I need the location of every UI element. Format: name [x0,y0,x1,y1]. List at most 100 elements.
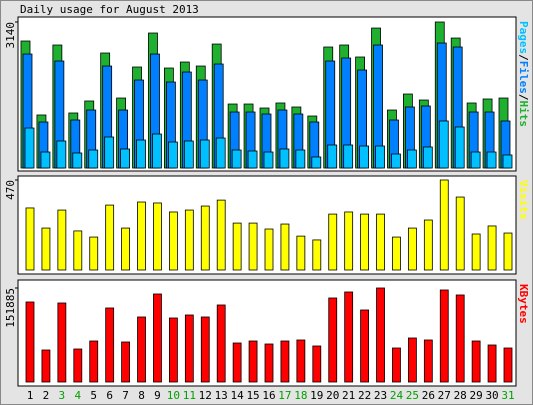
bar [73,348,83,383]
y-tick-label: 3140 [4,22,17,49]
legend-entry: Hits [517,101,530,128]
bar [216,199,226,271]
bar [183,140,194,169]
bar [376,213,385,271]
bar [328,213,338,271]
x-tick-label: 22 [358,389,371,402]
bar [72,152,83,169]
bar [375,145,385,169]
x-tick-label: 10 [167,389,180,402]
x-tick-label: 8 [138,389,145,402]
bar [232,342,242,383]
bar [487,344,497,383]
legend-entry: Visits [517,180,530,220]
bar [57,302,67,383]
bar [392,236,401,271]
bar [438,120,449,169]
x-tick-label: 12 [199,389,212,402]
bar [455,294,465,383]
panel [17,279,517,387]
bar [439,289,449,383]
x-tick-label: 3 [59,389,66,402]
bar [57,209,67,271]
bar [184,314,194,383]
x-tick-label: 29 [470,389,483,402]
bar [167,141,178,169]
x-tick-label: 1 [27,389,34,402]
bar [152,133,162,169]
x-tick-label: 13 [215,389,228,402]
bar [422,146,433,169]
bar [312,345,322,383]
legend-entry: Pages [517,21,530,54]
x-tick-label: 28 [454,389,467,402]
bar [184,209,194,271]
bar [296,339,306,383]
legend-entry: Files [517,61,530,94]
bar [263,151,274,169]
bar [248,222,258,271]
bar [89,340,99,383]
bar [264,228,274,271]
bar [40,151,51,169]
bar [73,230,83,271]
bar [376,287,385,383]
bar [280,223,290,271]
bar [232,222,242,271]
x-tick-label: 25 [406,389,419,402]
bar [503,347,513,383]
x-tick-label: 2 [43,389,50,402]
bar [470,151,481,169]
bar [216,304,226,383]
x-tick-label: 27 [438,389,451,402]
bar [359,145,370,169]
bar [344,211,354,271]
bar [486,151,497,169]
bar [407,337,417,383]
bar [423,219,433,271]
bar [328,297,338,383]
separator: / [517,54,530,61]
bar [344,291,354,383]
bar [41,227,51,271]
bar [391,153,401,169]
bar [311,156,322,169]
bar [312,239,322,271]
bar [407,227,417,271]
bar [248,340,258,383]
bar [503,232,513,271]
x-tick-label: 14 [231,389,245,402]
bar [121,341,130,383]
x-tick-label: 20 [326,389,339,402]
bar [487,225,497,271]
bar [343,144,354,169]
bar [423,339,433,383]
chart-title: Daily usage for August 2013 [20,3,199,16]
x-tick-label: 11 [183,389,196,402]
x-tick-label: 23 [374,389,387,402]
bar [360,309,370,383]
bar [88,149,99,169]
x-tick-label: 18 [294,389,307,402]
bar [327,144,338,169]
bar [439,179,449,271]
x-tick-label: 19 [310,389,323,402]
bar [471,233,481,271]
bar [295,149,306,169]
x-tick-label: 9 [154,389,161,402]
bar [296,235,306,271]
bar [24,127,35,169]
x-tick-label: 21 [342,389,355,402]
x-tick-label: 16 [262,389,275,402]
bar [120,148,130,169]
bar [279,148,290,169]
x-tick-label: 4 [74,389,81,402]
bar [264,343,274,383]
bar [454,126,465,169]
bar [105,204,115,271]
bar [104,136,115,169]
bar [89,236,99,271]
bar [136,139,146,169]
bar [25,301,35,383]
x-tick-label: 5 [90,389,97,402]
